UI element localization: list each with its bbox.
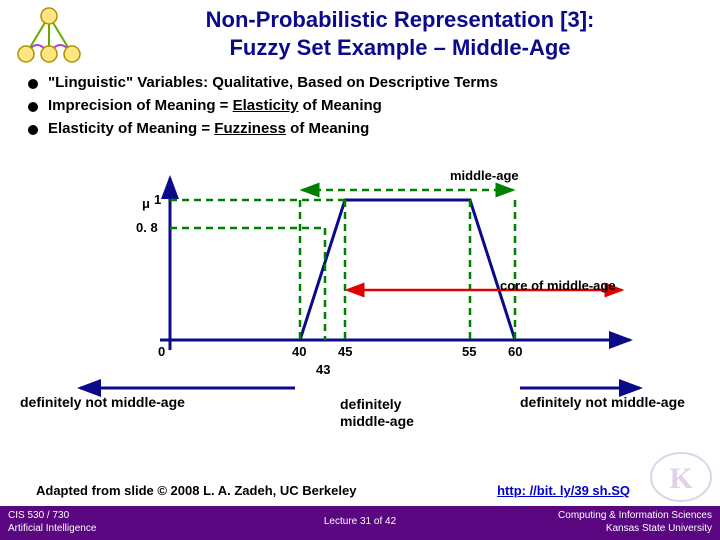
label-def-yes: definitely middle-age (340, 396, 470, 430)
bullet-item: Imprecision of Meaning = Elasticity of M… (28, 97, 700, 114)
title-line-1: Non-Probabilistic Representation [3]: (100, 6, 700, 34)
x-tick-40: 40 (292, 344, 306, 359)
bullet-underlined: Fuzziness (214, 120, 286, 137)
bullet-suffix: of Meaning (299, 97, 382, 114)
bullet-dot-icon (28, 125, 38, 135)
bullet-item: "Linguistic" Variables: Qualitative, Bas… (28, 74, 700, 91)
bullet-dot-icon (28, 102, 38, 112)
kstate-watermark-icon: K (648, 450, 714, 504)
footer-right: Computing & Information Sciences Kansas … (558, 509, 712, 535)
network-icon (14, 6, 84, 66)
x-tick-60: 60 (508, 344, 522, 359)
title-line-2: Fuzzy Set Example – Middle-Age (100, 34, 700, 62)
fuzzy-chart: μ 1 0. 8 0 40 45 55 60 43 middle-age cor… (70, 160, 650, 420)
footer-univ: Kansas State University (558, 522, 712, 535)
y-tick-1: 1 (154, 192, 161, 207)
y-tick-0: 0 (158, 344, 165, 359)
x-tick-55: 55 (462, 344, 476, 359)
bullet-underlined: Elasticity (233, 97, 299, 114)
bullet-item: Elasticity of Meaning = Fuzziness of Mea… (28, 120, 700, 137)
bullet-prefix: Elasticity of Meaning = (48, 120, 214, 137)
label-middle-age: middle-age (450, 168, 519, 183)
slide-title: Non-Probabilistic Representation [3]: Fu… (100, 6, 700, 61)
bullet-list: "Linguistic" Variables: Qualitative, Bas… (28, 74, 700, 143)
source-link[interactable]: http: //bit. ly/39 sh.SQ (497, 483, 630, 498)
bullet-suffix: of Meaning (286, 120, 369, 137)
footer-bar: CIS 530 / 730 Artificial Intelligence Le… (0, 506, 720, 540)
footer-dept: Computing & Information Sciences (558, 509, 712, 522)
bullet-dot-icon (28, 79, 38, 89)
x-tick-45: 45 (338, 344, 352, 359)
mu-label: μ (142, 196, 150, 211)
label-def-not-right: definitely not middle-age (520, 394, 685, 410)
label-core: core of middle-age (500, 278, 616, 293)
adapted-credit: Adapted from slide © 2008 L. A. Zadeh, U… (36, 483, 356, 498)
svg-text:K: K (669, 462, 693, 495)
bullet-text: "Linguistic" Variables: Qualitative, Bas… (48, 74, 498, 91)
bullet-text: Elasticity of Meaning = Fuzziness of Mea… (48, 120, 369, 137)
x-marker-43: 43 (316, 362, 330, 377)
y-tick-08: 0. 8 (136, 220, 158, 235)
bullet-text: Imprecision of Meaning = Elasticity of M… (48, 97, 382, 114)
bullet-prefix: Imprecision of Meaning = (48, 97, 233, 114)
label-def-not-left: definitely not middle-age (20, 394, 185, 410)
